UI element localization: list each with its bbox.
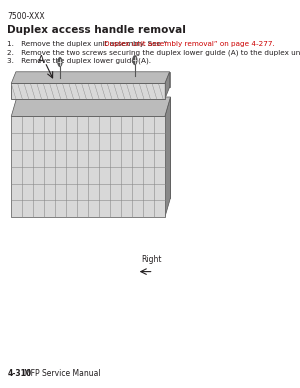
Text: MFP Service Manual: MFP Service Manual (24, 369, 101, 378)
Text: Duplex access handle removal: Duplex access handle removal (8, 25, 186, 35)
Text: 3. Remove the duplex lower guide (A).: 3. Remove the duplex lower guide (A). (8, 57, 152, 64)
Polygon shape (165, 72, 170, 99)
Text: 7500-XXX: 7500-XXX (8, 12, 45, 21)
Polygon shape (11, 116, 165, 217)
Text: 4-310: 4-310 (8, 369, 31, 378)
Circle shape (58, 57, 62, 67)
Text: 1. Remove the duplex unit assembly. See “: 1. Remove the duplex unit assembly. See … (8, 41, 168, 47)
Polygon shape (17, 97, 170, 198)
Polygon shape (11, 72, 169, 83)
Polygon shape (11, 97, 170, 116)
Polygon shape (11, 83, 165, 99)
Polygon shape (16, 72, 169, 87)
Text: A: A (38, 55, 44, 65)
Polygon shape (165, 97, 170, 217)
Circle shape (133, 55, 137, 65)
Text: Right: Right (141, 255, 162, 265)
Text: Duplex unit assembly removal” on page 4-277.: Duplex unit assembly removal” on page 4-… (104, 41, 275, 47)
Text: 2. Remove the two screws securing the duplex lower guide (A) to the duplex unit : 2. Remove the two screws securing the du… (8, 50, 300, 56)
